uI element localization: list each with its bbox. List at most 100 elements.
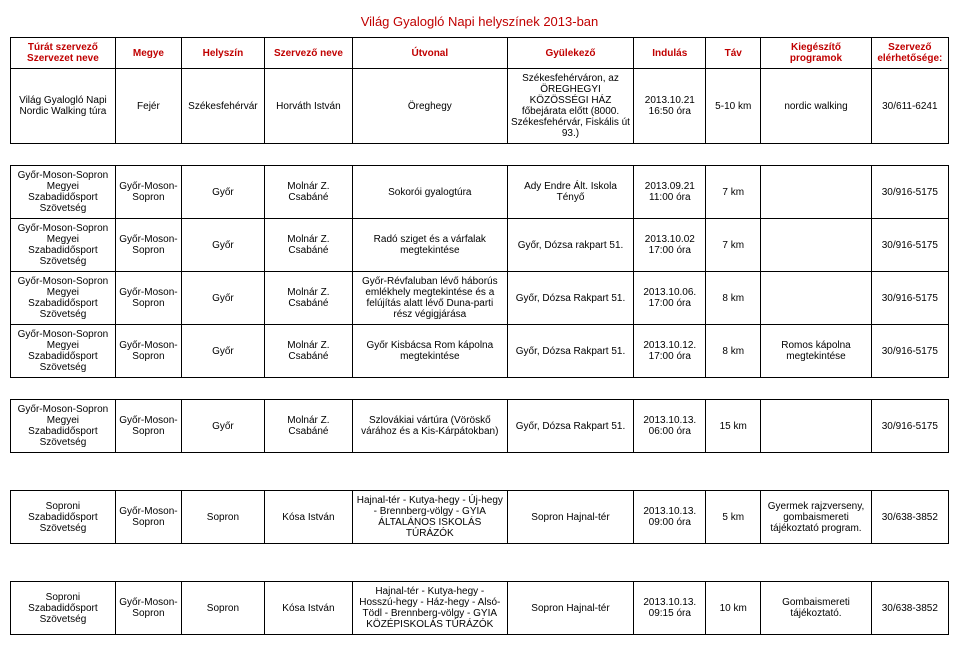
cell-organizer: Molnár Z. Csabáné: [264, 219, 352, 272]
spacer-row: [11, 544, 949, 582]
cell-start: 2013.10.06. 17:00 óra: [634, 272, 706, 325]
spacer-row: [11, 453, 949, 491]
spacer-row: [11, 378, 949, 400]
cell-county: Győr-Moson-Sopron: [115, 400, 181, 453]
cell-contact: 30/916-5175: [871, 325, 948, 378]
cell-meet: Sopron Hajnal-tér: [507, 582, 634, 635]
cell-dist: 8 km: [706, 272, 761, 325]
cell-start: 2013.10.13. 09:15 óra: [634, 582, 706, 635]
cell-organizer: Molnár Z. Csabáné: [264, 325, 352, 378]
cell-meet: Sopron Hajnal-tér: [507, 491, 634, 544]
th-dist: Táv: [706, 38, 761, 69]
cell-route: Öreghegy: [353, 69, 507, 144]
cell-org: Győr-Moson-Sopron Megyei Szabadidősport …: [11, 166, 116, 219]
cell-org: Soproni Szabadidősport Szövetség: [11, 582, 116, 635]
cell-route: Győr Kisbácsa Rom kápolna megtekintése: [353, 325, 507, 378]
cell-meet: Székesfehérváron, az ÖREGHEGYI KÖZÖSSÉGI…: [507, 69, 634, 144]
cell-meet: Ady Endre Ált. Iskola Tényő: [507, 166, 634, 219]
cell-org: Győr-Moson-Sopron Megyei Szabadidősport …: [11, 272, 116, 325]
th-organizer: Szervező neve: [264, 38, 352, 69]
cell-extra: nordic walking: [761, 69, 871, 144]
cell-loc: Győr: [182, 400, 265, 453]
cell-county: Fejér: [115, 69, 181, 144]
cell-dist: 10 km: [706, 582, 761, 635]
cell-start: 2013.10.02 17:00 óra: [634, 219, 706, 272]
th-org: Túrát szervező Szervezet neve: [11, 38, 116, 69]
table-row: Győr-Moson-Sopron Megyei Szabadidősport …: [11, 400, 949, 453]
events-table: Túrát szervező Szervezet neve Megye Hely…: [10, 37, 949, 635]
table-row: Győr-Moson-Sopron Megyei Szabadidősport …: [11, 325, 949, 378]
cell-route: Szlovákiai vártúra (Vöröskő várához és a…: [353, 400, 507, 453]
cell-dist: 7 km: [706, 219, 761, 272]
cell-dist: 15 km: [706, 400, 761, 453]
table-row: Győr-Moson-Sopron Megyei Szabadidősport …: [11, 166, 949, 219]
cell-loc: Sopron: [182, 582, 265, 635]
cell-org: Világ Gyalogló Napi Nordic Walking túra: [11, 69, 116, 144]
cell-county: Győr-Moson-Sopron: [115, 582, 181, 635]
th-meet: Gyülekező: [507, 38, 634, 69]
table-row: Világ Gyalogló Napi Nordic Walking túraF…: [11, 69, 949, 144]
cell-county: Győr-Moson-Sopron: [115, 325, 181, 378]
page-title: Világ Gyalogló Napi helyszínek 2013-ban: [10, 14, 949, 29]
cell-start: 2013.10.13. 09:00 óra: [634, 491, 706, 544]
table-row: Soproni Szabadidősport SzövetségGyőr-Mos…: [11, 491, 949, 544]
cell-start: 2013.09.21 11:00 óra: [634, 166, 706, 219]
cell-contact: 30/916-5175: [871, 400, 948, 453]
cell-org: Soproni Szabadidősport Szövetség: [11, 491, 116, 544]
th-county: Megye: [115, 38, 181, 69]
th-contact: Szervező elérhetősége:: [871, 38, 948, 69]
cell-start: 2013.10.21 16:50 óra: [634, 69, 706, 144]
cell-contact: 30/916-5175: [871, 272, 948, 325]
cell-start: 2013.10.13. 06:00 óra: [634, 400, 706, 453]
cell-extra: [761, 219, 871, 272]
cell-meet: Győr, Dózsa Rakpart 51.: [507, 272, 634, 325]
cell-organizer: Horváth István: [264, 69, 352, 144]
table-row: Soproni Szabadidősport SzövetségGyőr-Mos…: [11, 582, 949, 635]
cell-dist: 5 km: [706, 491, 761, 544]
cell-county: Győr-Moson-Sopron: [115, 219, 181, 272]
cell-loc: Székesfehérvár: [182, 69, 265, 144]
cell-route: Hajnal-tér - Kutya-hegy - Új-hegy - Bren…: [353, 491, 507, 544]
cell-loc: Győr: [182, 325, 265, 378]
cell-dist: 7 km: [706, 166, 761, 219]
cell-dist: 5-10 km: [706, 69, 761, 144]
cell-contact: 30/638-3852: [871, 491, 948, 544]
th-route: Útvonal: [353, 38, 507, 69]
cell-route: Hajnal-tér - Kutya-hegy - Hosszú-hegy - …: [353, 582, 507, 635]
cell-organizer: Molnár Z. Csabáné: [264, 400, 352, 453]
cell-extra: [761, 166, 871, 219]
cell-org: Győr-Moson-Sopron Megyei Szabadidősport …: [11, 400, 116, 453]
th-start: Indulás: [634, 38, 706, 69]
cell-meet: Győr, Dózsa Rakpart 51.: [507, 325, 634, 378]
cell-loc: Győr: [182, 166, 265, 219]
cell-extra: [761, 272, 871, 325]
cell-contact: 30/638-3852: [871, 582, 948, 635]
cell-start: 2013.10.12. 17:00 óra: [634, 325, 706, 378]
spacer-row: [11, 144, 949, 166]
cell-organizer: Molnár Z. Csabáné: [264, 166, 352, 219]
cell-organizer: Kósa István: [264, 582, 352, 635]
table-row: Győr-Moson-Sopron Megyei Szabadidősport …: [11, 272, 949, 325]
header-row: Túrát szervező Szervezet neve Megye Hely…: [11, 38, 949, 69]
cell-extra: Romos kápolna megtekintése: [761, 325, 871, 378]
cell-county: Győr-Moson-Sopron: [115, 272, 181, 325]
cell-route: Radó sziget és a várfalak megtekintése: [353, 219, 507, 272]
cell-contact: 30/916-5175: [871, 219, 948, 272]
th-location: Helyszín: [182, 38, 265, 69]
cell-loc: Győr: [182, 219, 265, 272]
cell-organizer: Molnár Z. Csabáné: [264, 272, 352, 325]
cell-extra: Gyermek rajzverseny, gombaismereti tájék…: [761, 491, 871, 544]
cell-org: Győr-Moson-Sopron Megyei Szabadidősport …: [11, 219, 116, 272]
cell-contact: 30/611-6241: [871, 69, 948, 144]
cell-county: Győr-Moson-Sopron: [115, 491, 181, 544]
cell-contact: 30/916-5175: [871, 166, 948, 219]
cell-county: Győr-Moson-Sopron: [115, 166, 181, 219]
cell-organizer: Kósa István: [264, 491, 352, 544]
cell-extra: Gombaismereti tájékoztató.: [761, 582, 871, 635]
cell-route: Győr-Révfaluban lévő háborús emlékhely m…: [353, 272, 507, 325]
table-row: Győr-Moson-Sopron Megyei Szabadidősport …: [11, 219, 949, 272]
th-extra: Kiegészítő programok: [761, 38, 871, 69]
cell-dist: 8 km: [706, 325, 761, 378]
cell-org: Győr-Moson-Sopron Megyei Szabadidősport …: [11, 325, 116, 378]
cell-loc: Győr: [182, 272, 265, 325]
